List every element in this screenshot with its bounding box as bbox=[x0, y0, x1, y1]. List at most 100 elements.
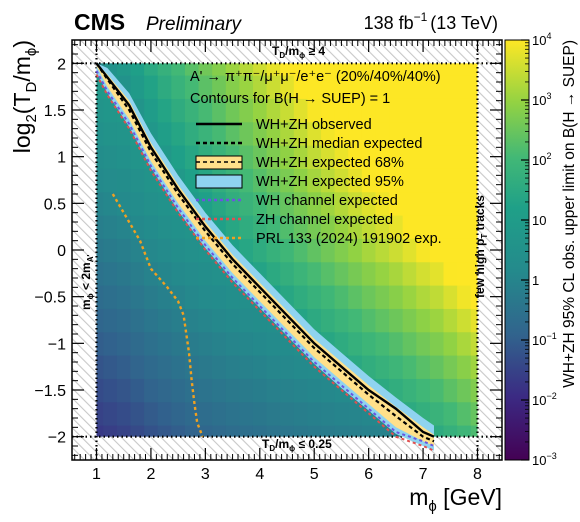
x-tick-label: 1 bbox=[92, 466, 101, 483]
heatmap-cell bbox=[280, 261, 295, 286]
y-tick-label: −0.5 bbox=[34, 290, 66, 307]
heatmap-cell bbox=[225, 331, 240, 356]
heatmap-cell bbox=[212, 355, 227, 379]
heatmap-cell bbox=[225, 355, 240, 379]
contours-annotation: Contours for B(H → SUEP) = 1 bbox=[190, 91, 390, 107]
heatmap-cell bbox=[361, 285, 377, 309]
heatmap-cell bbox=[361, 75, 377, 99]
heatmap-cell bbox=[321, 285, 336, 309]
heatmap-cell bbox=[103, 191, 118, 216]
heatmap-cell bbox=[429, 355, 445, 379]
heatmap-cell bbox=[307, 378, 322, 403]
heatmap-cell bbox=[171, 285, 186, 309]
heatmap-cell bbox=[293, 401, 309, 426]
y-tick-label: 2 bbox=[57, 56, 66, 73]
heatmap-cell bbox=[321, 145, 336, 169]
status-label: Preliminary bbox=[146, 14, 243, 35]
heatmap-cell bbox=[280, 238, 295, 263]
heatmap-cell bbox=[225, 308, 240, 333]
heatmap-cell bbox=[266, 75, 281, 99]
heatmap-cell bbox=[130, 308, 145, 333]
heatmap-cell bbox=[212, 75, 227, 99]
heatmap-cell bbox=[361, 168, 377, 193]
heatmap-cell bbox=[144, 191, 159, 216]
heatmap-cell bbox=[144, 378, 159, 403]
heatmap-cell bbox=[130, 355, 145, 379]
heatmap-cell bbox=[225, 121, 240, 146]
x-tick-label: 8 bbox=[473, 466, 482, 483]
heatmap-cell bbox=[198, 261, 213, 286]
heatmap-cell bbox=[130, 238, 145, 263]
heatmap-cell bbox=[389, 215, 404, 239]
heatmap-cell bbox=[416, 285, 431, 309]
y-tick-label: 1 bbox=[57, 150, 66, 167]
heatmap-cell bbox=[348, 98, 363, 123]
heatmap-cell bbox=[280, 215, 295, 239]
heatmap-cell bbox=[225, 215, 240, 239]
heatmap-cell bbox=[443, 308, 458, 333]
heatmap-cell bbox=[130, 378, 145, 403]
heatmap-cell bbox=[389, 285, 404, 309]
heatmap-cell bbox=[307, 215, 322, 239]
heatmap-cell bbox=[280, 378, 295, 403]
heatmap-cell bbox=[157, 215, 172, 239]
heatmap-cell bbox=[293, 285, 309, 309]
heatmap-cell bbox=[184, 308, 200, 333]
zh-expected-line bbox=[95, 74, 435, 452]
heatmap-cell bbox=[375, 355, 390, 379]
left-band-label: mϕ < 2mA' bbox=[79, 255, 95, 310]
z-tick-label: 10−2 bbox=[532, 391, 557, 408]
heatmap-cell bbox=[361, 98, 377, 123]
heatmap-cell bbox=[334, 191, 349, 216]
heatmap-cell bbox=[402, 121, 417, 146]
heatmap-cell bbox=[103, 378, 118, 403]
heatmap-cell bbox=[239, 121, 254, 146]
heatmap-cell bbox=[361, 121, 377, 146]
z-tick-label: 103 bbox=[532, 91, 551, 108]
heatmap-cell bbox=[198, 285, 213, 309]
heatmap-cell bbox=[280, 75, 295, 99]
y-tick-label: −2 bbox=[48, 430, 66, 447]
heatmap-cell bbox=[416, 331, 431, 356]
heatmap-cell bbox=[252, 145, 268, 169]
heatmap-cell bbox=[252, 378, 268, 403]
heatmap-cell bbox=[212, 191, 227, 216]
heatmap-cell bbox=[307, 261, 322, 286]
y-axis-title: log2(TD/mϕ) bbox=[9, 40, 40, 153]
heatmap-cell bbox=[457, 98, 472, 123]
heatmap-cell bbox=[429, 191, 445, 216]
colorbar bbox=[505, 40, 529, 460]
heatmap-cell bbox=[225, 98, 240, 123]
heatmap-cell bbox=[443, 98, 458, 123]
heatmap-cell bbox=[443, 331, 458, 356]
heatmap-cell bbox=[103, 355, 118, 379]
legend-label: ZH channel expected bbox=[256, 212, 393, 228]
heatmap-cell bbox=[198, 331, 213, 356]
heatmap-cell bbox=[321, 308, 336, 333]
colorbar-title: WH+ZH 95% CL obs. upper limit on B(H → S… bbox=[561, 40, 578, 388]
heatmap-cell bbox=[293, 215, 309, 239]
heatmap-cell bbox=[157, 285, 172, 309]
heatmap-cell bbox=[157, 191, 172, 216]
heatmap-cell bbox=[280, 98, 295, 123]
heatmap-cell bbox=[252, 355, 268, 379]
heatmap-cell bbox=[321, 191, 336, 216]
heatmap-cell bbox=[212, 121, 227, 146]
heatmap-cell bbox=[103, 331, 118, 356]
heatmap-cell bbox=[334, 285, 349, 309]
heatmap-cell bbox=[116, 168, 132, 193]
heatmap-cell bbox=[239, 98, 254, 123]
heatmap-cell bbox=[266, 98, 281, 123]
heatmap-cell bbox=[293, 238, 309, 263]
heatmap-cell bbox=[103, 238, 118, 263]
heatmap-cell bbox=[198, 121, 213, 146]
heatmap-cell bbox=[225, 191, 240, 216]
z-tick-label: 104 bbox=[532, 31, 551, 48]
heatmap-cell bbox=[375, 98, 390, 123]
heatmap-cell bbox=[416, 261, 431, 286]
heatmap-cell bbox=[307, 98, 322, 123]
heatmap-cell bbox=[225, 378, 240, 403]
heatmap-cell bbox=[307, 168, 322, 193]
heatmap-cell bbox=[348, 75, 363, 99]
heatmap-cell bbox=[457, 378, 472, 403]
